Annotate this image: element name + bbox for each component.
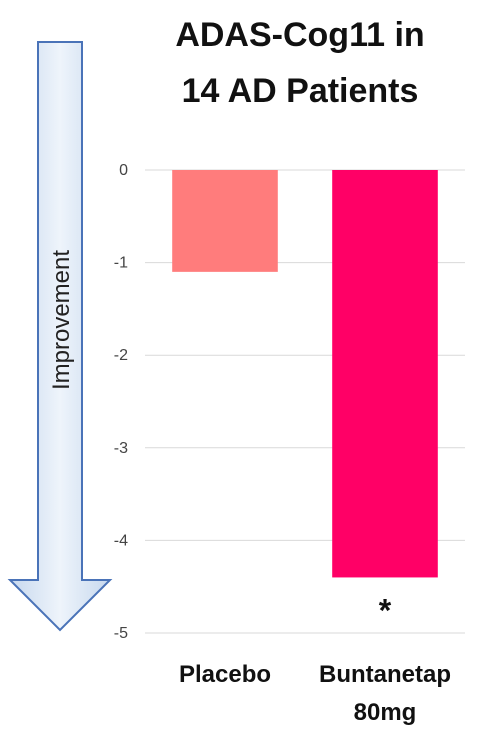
arrow-label: Improvement bbox=[48, 250, 75, 390]
improvement-arrow bbox=[7, 41, 113, 632]
y-tick-label: -4 bbox=[114, 532, 128, 549]
x-category-label: Placebo bbox=[179, 661, 271, 688]
x-category-label: 80mg bbox=[354, 699, 417, 726]
y-tick-label: -1 bbox=[114, 255, 128, 272]
y-tick-label: 0 bbox=[119, 162, 128, 179]
chart-title-line-1: ADAS-Cog11 in bbox=[175, 16, 425, 54]
bar-0 bbox=[172, 170, 278, 272]
y-tick-label: -5 bbox=[114, 625, 128, 642]
x-category-label: Buntanetap bbox=[319, 661, 451, 688]
y-tick-label: -3 bbox=[114, 440, 128, 457]
significance-marker: * bbox=[379, 592, 392, 628]
bar-1 bbox=[332, 170, 438, 578]
chart-title-line-2: 14 AD Patients bbox=[181, 72, 419, 110]
y-tick-label: -2 bbox=[114, 347, 128, 364]
